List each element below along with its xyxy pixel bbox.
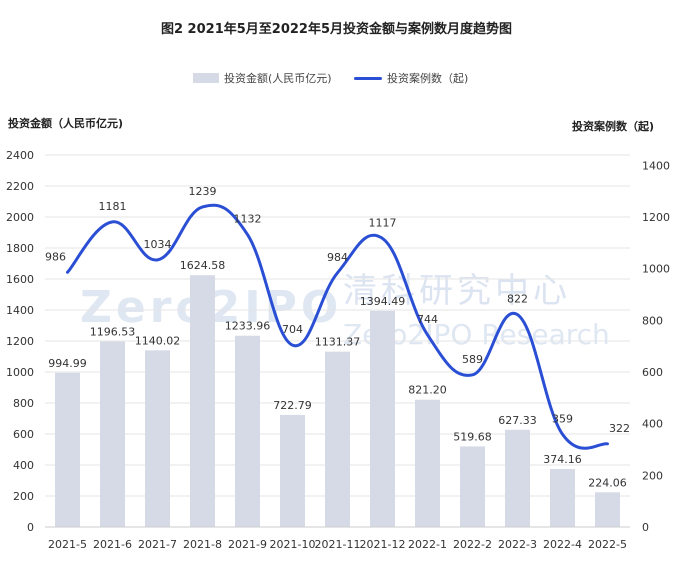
bar-value-label: 994.99	[48, 357, 87, 370]
x-tick-label: 2022-2	[453, 538, 492, 551]
bar-value-label: 374.16	[543, 453, 582, 466]
bar	[415, 399, 440, 527]
y-left-tick-label: 1800	[6, 242, 34, 255]
x-tick-label: 2021-9	[228, 538, 267, 551]
bar-value-label: 1624.58	[180, 259, 226, 272]
bar-value-label: 722.79	[273, 399, 312, 412]
y-left-tick-label: 800	[13, 397, 34, 410]
y-left-tick-label: 2400	[6, 149, 34, 162]
y-left-tick-label: 200	[13, 490, 34, 503]
line-value-label: 1181	[99, 200, 127, 213]
right-axis-title: 投资案例数（起)	[572, 120, 655, 133]
y-right-tick-label: 0	[642, 521, 649, 534]
series-line-cases	[66, 203, 609, 450]
line-value-label: 322	[609, 422, 630, 435]
legend-item-cases: 投资案例数（起)	[354, 70, 468, 86]
x-tick-label: 2022-1	[408, 538, 447, 551]
bar	[100, 341, 125, 527]
watermark-cn: 清科研究中心	[343, 271, 571, 311]
x-tick-label: 2021-12	[360, 538, 406, 551]
bar	[325, 351, 350, 527]
y-left-tick-label: 1200	[6, 335, 34, 348]
bar-value-label: 1233.96	[225, 320, 271, 333]
legend-bar-swatch	[193, 73, 219, 83]
bar-value-label: 1394.49	[360, 295, 406, 308]
bar	[505, 429, 530, 527]
y-left-tick-label: 2200	[6, 180, 34, 193]
legend-line-swatch	[354, 76, 382, 80]
bar	[550, 469, 575, 527]
y-left-tick-label: 2000	[6, 211, 34, 224]
line-value-label: 986	[45, 250, 66, 263]
bar	[370, 310, 395, 527]
x-tick-label: 2022-4	[543, 538, 582, 551]
bar	[280, 414, 305, 527]
bar-value-label: 224.06	[588, 476, 627, 489]
x-tick-label: 2021-11	[315, 538, 361, 551]
bar	[55, 372, 80, 527]
line-value-label: 1034	[144, 238, 172, 251]
legend-item-amount: 投资金额(人民币亿元)	[193, 70, 332, 86]
line-value-label: 704	[282, 323, 303, 336]
line-value-label: 1239	[189, 185, 217, 198]
legend-label-amount: 投资金额(人民币亿元)	[224, 72, 332, 85]
y-left-tick-label: 1000	[6, 366, 34, 379]
bar	[190, 275, 215, 527]
line-value-label: 1132	[234, 213, 262, 226]
y-right-tick-label: 400	[642, 418, 663, 431]
x-tick-label: 2021-7	[138, 538, 177, 551]
y-right-tick-label: 200	[642, 469, 663, 482]
left-axis-title: 投资金额（人民币亿元)	[8, 117, 124, 130]
y-left-tick-label: 0	[27, 521, 34, 534]
y-right-tick-label: 1200	[642, 211, 670, 224]
bar-value-label: 1140.02	[135, 334, 181, 347]
bar	[145, 350, 170, 527]
bar-value-label: 1131.37	[315, 336, 361, 349]
chart-title: 图2 2021年5月至2022年5月投资金额与案例数月度趋势图	[160, 22, 513, 37]
bar	[595, 492, 620, 527]
x-tick-label: 2021-5	[48, 538, 87, 551]
chart-legend: 投资金额(人民币亿元) 投资案例数（起)	[0, 70, 673, 86]
line-value-label: 822	[507, 293, 528, 306]
x-tick-label: 2022-3	[498, 538, 537, 551]
bar-value-label: 627.33	[498, 414, 537, 427]
line-value-label: 1117	[369, 216, 397, 229]
x-tick-label: 2021-8	[183, 538, 222, 551]
legend-label-cases: 投资案例数（起)	[387, 72, 469, 85]
y-left-tick-label: 1600	[6, 273, 34, 286]
line-value-label: 984	[327, 251, 348, 264]
x-tick-label: 2021-10	[270, 538, 316, 551]
bar	[460, 446, 485, 527]
y-right-tick-label: 1400	[642, 159, 670, 172]
line-value-label: 589	[462, 353, 483, 366]
line-value-label: 744	[417, 313, 438, 326]
y-left-tick-label: 400	[13, 459, 34, 472]
x-tick-label: 2021-6	[93, 538, 132, 551]
y-left-tick-label: 1400	[6, 304, 34, 317]
y-left-tick-label: 600	[13, 428, 34, 441]
bar-value-label: 821.20	[408, 384, 447, 397]
bar	[235, 335, 260, 527]
y-right-tick-label: 800	[642, 314, 663, 327]
bar-value-label: 519.68	[453, 430, 492, 443]
x-tick-label: 2022-5	[588, 538, 627, 551]
y-right-tick-label: 1000	[642, 263, 670, 276]
y-right-tick-label: 600	[642, 366, 663, 379]
line-value-label: 359	[552, 412, 573, 425]
bar-value-label: 1196.53	[90, 326, 136, 339]
